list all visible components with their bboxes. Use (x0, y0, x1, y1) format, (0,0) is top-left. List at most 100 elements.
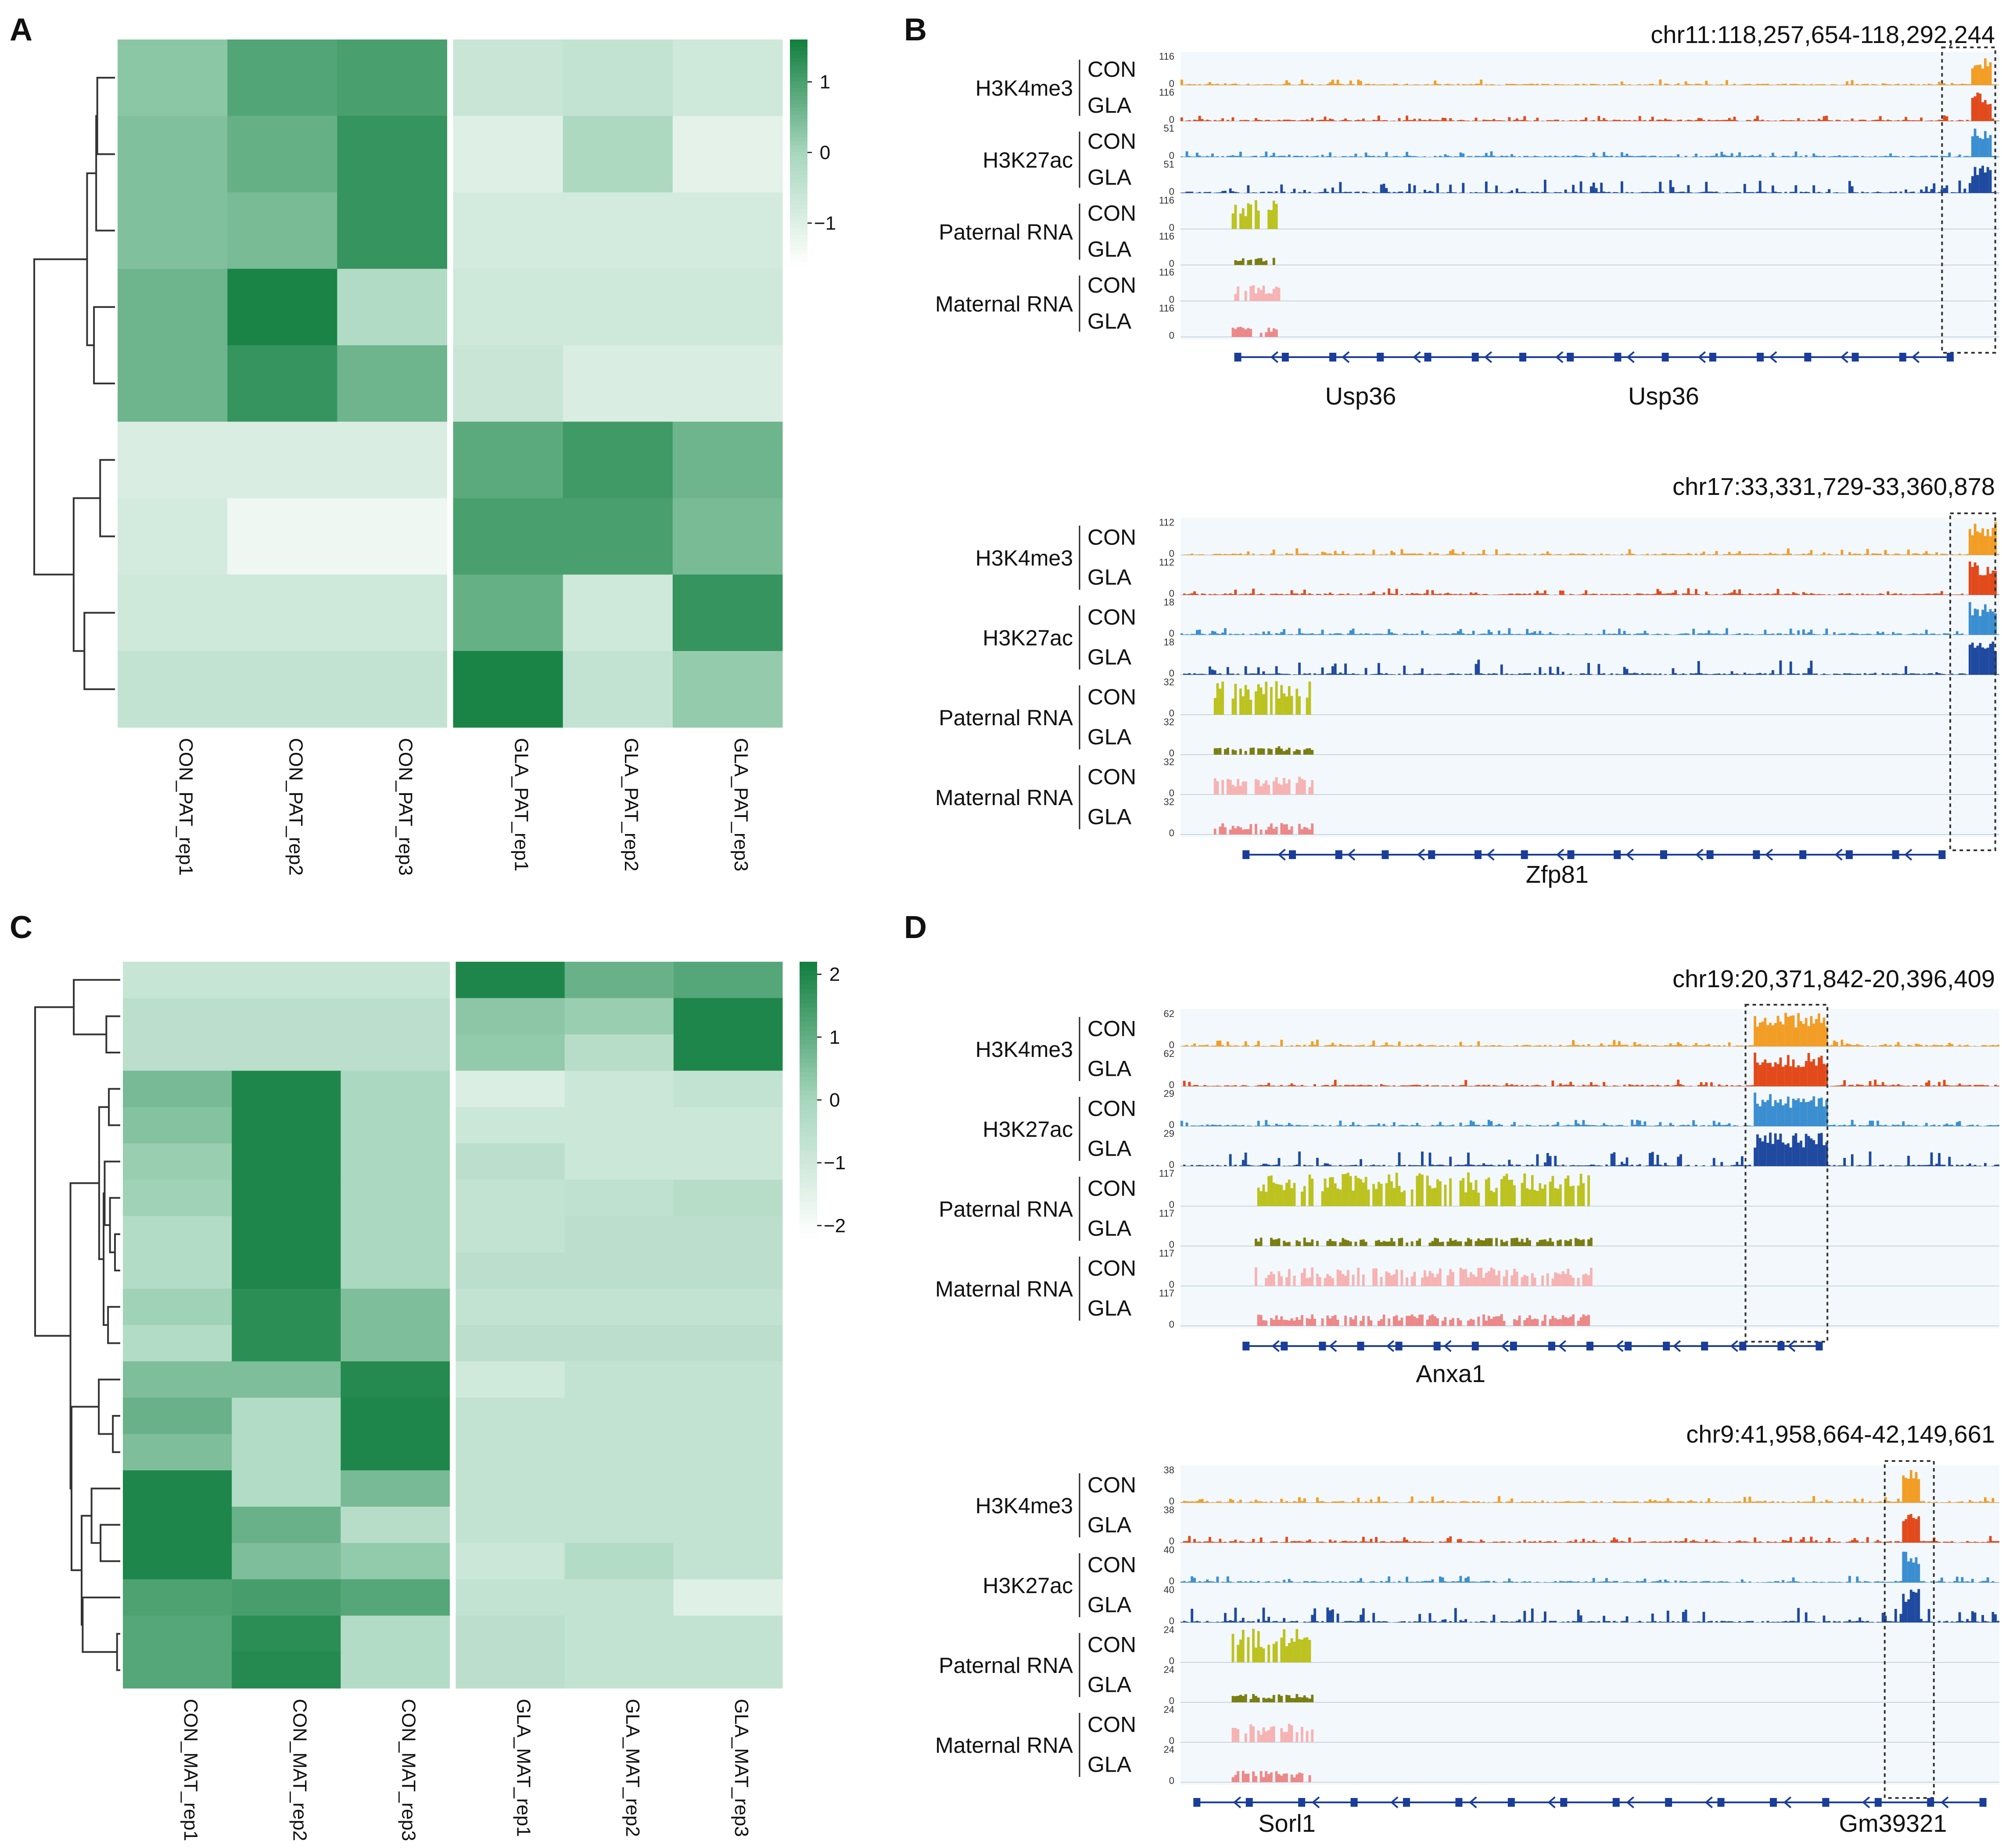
heatmap-cell (453, 574, 563, 652)
colorbar-segment (790, 193, 807, 198)
signal-track (1180, 1092, 1999, 1126)
scale-max-label: 24 (1164, 1664, 1174, 1675)
gene-exon (1892, 850, 1899, 859)
signal-track (1180, 165, 1999, 193)
heatmap-cell (673, 1143, 783, 1180)
colorbar-segment (790, 171, 807, 175)
colorbar-segment (800, 1187, 817, 1193)
colorbar-segment (790, 156, 807, 161)
colorbar-segment (790, 43, 807, 47)
colorbar-segment (790, 167, 807, 172)
gene-exon (1298, 1798, 1306, 1807)
gene-exon (1567, 850, 1575, 859)
heatmap-cell (341, 1434, 450, 1471)
condition-label: CON (1087, 1473, 1136, 1497)
scale-zero-label: 0 (1169, 668, 1174, 679)
heatmap-cell (341, 1543, 450, 1580)
strand-arrow (1417, 849, 1425, 861)
signal-track (1257, 1314, 1590, 1326)
colorbar-segment (800, 1100, 817, 1105)
heatmap-cell (232, 1615, 341, 1652)
dendrogram-branch (69, 1182, 99, 1490)
dendrogram-branch (107, 1306, 120, 1344)
mark-label: H3K4me3 (976, 76, 1073, 100)
colorbar-segment (800, 1104, 817, 1110)
strand-arrow (1862, 1796, 1870, 1809)
heatmap-cell (672, 651, 783, 728)
gene-exon (1234, 353, 1241, 362)
strand-arrow (1840, 351, 1848, 363)
colorbar-segment (800, 1164, 817, 1170)
gene-exon (1899, 353, 1906, 362)
strand-arrow (1233, 1796, 1241, 1809)
colorbar-segment (790, 73, 807, 78)
gene-exon (1193, 1798, 1201, 1807)
condition-label: CON (1087, 1256, 1136, 1281)
signal-track (1180, 1470, 1999, 1503)
heatmap-cell (118, 192, 228, 269)
condition-label: GLA (1087, 1136, 1132, 1161)
colorbar-segment (800, 1224, 817, 1229)
panel-label-a: A (10, 12, 32, 47)
heatmap-cell (453, 39, 563, 116)
scale-max-label: 62 (1164, 1048, 1174, 1059)
scale-max-label: 32 (1164, 756, 1174, 767)
scale-max-label: 32 (1164, 716, 1174, 727)
heatmap-cell (123, 1652, 232, 1689)
heatmap-cell (123, 1071, 232, 1107)
heatmap-cell (123, 1470, 232, 1507)
scale-max-label: 29 (1164, 1128, 1174, 1139)
colorbar-segment (800, 962, 817, 967)
gene-label: Usp36 (1628, 382, 1699, 410)
gene-exon (1815, 1342, 1823, 1350)
colorbar-segment (800, 1114, 817, 1119)
scale-max-label: 62 (1164, 1008, 1174, 1019)
heatmap-cell (232, 1179, 341, 1217)
heatmap-cell (456, 1361, 565, 1398)
browser-tracks: chr11:118,257,654-118,292,244 H3K4me3 CON 1… (935, 21, 1999, 1837)
heatmap-cell (456, 1652, 565, 1689)
dendrogram-branch (100, 1524, 120, 1562)
heatmap-cell (564, 1543, 674, 1580)
colorbar-segment (790, 66, 807, 70)
heatmap-cell (673, 1289, 783, 1325)
gene-exon (1381, 850, 1389, 859)
colorbar-segment (790, 190, 807, 194)
colorbar-segment (800, 1017, 817, 1022)
condition-label: GLA (1087, 1752, 1132, 1777)
track-background (1180, 1465, 1999, 1785)
heatmap-cell (118, 345, 228, 422)
condition-label: CON (1087, 1633, 1136, 1657)
heatmap-cell (123, 1107, 232, 1144)
colorbar-segment (800, 1045, 817, 1050)
heatmap-cell (456, 1434, 565, 1471)
scale-zero-label: 0 (1169, 1536, 1174, 1547)
condition-label: CON (1087, 57, 1136, 82)
heatmap-cell (673, 1543, 783, 1580)
heatmap-cell (227, 422, 337, 498)
gene-exon (1519, 353, 1526, 362)
heatmap-cell (123, 1325, 232, 1362)
scale-zero-label: 0 (1169, 748, 1174, 759)
mark-label: Maternal RNA (935, 1277, 1073, 1301)
dendrogram-branch (96, 77, 115, 155)
scale-max-label: 116 (1159, 195, 1174, 206)
heatmap-cell (341, 962, 450, 999)
mark-label: H3K4me3 (976, 546, 1073, 570)
colorbar-segment (800, 1178, 817, 1183)
gene-exon (1586, 1342, 1593, 1350)
heatmap-cell (232, 998, 341, 1035)
strand-arrow (1413, 351, 1421, 363)
heatmap-cell (673, 1397, 783, 1434)
strand-arrow (1555, 351, 1564, 363)
scale-zero-label: 0 (1169, 258, 1174, 269)
signal-track (1231, 200, 1278, 229)
column-label: GLA_PAT_rep2 (621, 738, 642, 871)
scale-max-label: 40 (1164, 1544, 1174, 1555)
colorbar-segment (800, 1220, 817, 1225)
heatmap-cell (118, 498, 228, 575)
heatmap-cell (456, 1507, 565, 1544)
heatmap-cell (232, 962, 341, 999)
colorbar-segment (800, 1035, 817, 1041)
heatmap-cell (564, 1289, 674, 1325)
